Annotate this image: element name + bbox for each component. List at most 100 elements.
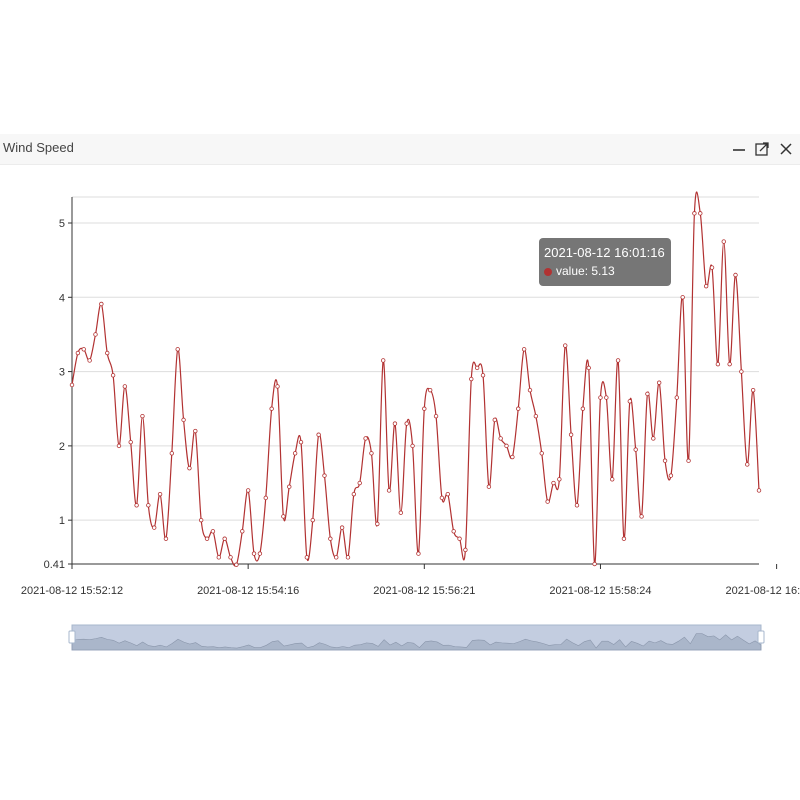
x-tick-label: 2021-08-12 15:52:12 — [21, 585, 123, 597]
data-point — [281, 514, 286, 519]
zoom-preview-area — [71, 633, 762, 651]
data-point — [498, 436, 503, 441]
data-point — [222, 536, 227, 541]
data-point — [345, 555, 351, 560]
data-point — [592, 561, 597, 567]
minimize-button[interactable] — [729, 139, 749, 159]
data-point — [686, 458, 691, 463]
data-point — [557, 477, 562, 482]
data-point — [568, 432, 574, 437]
data-point — [334, 555, 339, 560]
tooltip-value: value: 5.13 — [556, 264, 615, 278]
data-point — [157, 491, 163, 497]
data-point — [510, 454, 515, 460]
y-tick-label: 2 — [59, 441, 65, 453]
data-point — [645, 391, 650, 397]
x-tick-label: 2021-08-12 15:58:24 — [549, 585, 651, 597]
data-point — [269, 406, 274, 411]
data-point — [287, 484, 292, 489]
data-point — [275, 384, 280, 389]
y-tick-label: 4 — [59, 292, 65, 304]
data-point — [240, 529, 245, 534]
data-point — [163, 536, 169, 541]
data-point — [93, 332, 98, 337]
data-point — [639, 514, 644, 519]
tooltip-time: 2021-08-12 16:01:16 — [544, 245, 665, 260]
data-point — [463, 547, 468, 553]
data-point — [715, 361, 721, 367]
data-point — [81, 347, 86, 352]
panel-title: Wind Speed — [3, 140, 74, 155]
data-point — [105, 350, 110, 356]
data-point — [733, 272, 738, 278]
chart-panel: Wind Speed — [0, 134, 800, 664]
data-point — [181, 417, 186, 423]
data-point — [263, 495, 268, 501]
data-point — [745, 462, 750, 467]
data-point — [427, 387, 433, 393]
data-point — [304, 555, 310, 560]
data-point — [116, 443, 122, 449]
data-point — [146, 503, 151, 508]
data-point — [627, 399, 633, 404]
data-point — [298, 439, 304, 445]
data-point — [439, 495, 445, 501]
data-point — [404, 421, 409, 426]
zoom-handle-right[interactable] — [757, 630, 765, 644]
data-point — [169, 451, 175, 456]
data-point — [187, 465, 192, 471]
maximize-button[interactable] — [752, 139, 772, 159]
data-point — [533, 413, 539, 419]
data-point — [527, 387, 533, 393]
data-point — [756, 488, 762, 493]
data-point — [75, 350, 81, 356]
data-point — [651, 436, 656, 441]
data-point — [580, 406, 586, 411]
data-point — [469, 376, 474, 382]
data-point — [492, 417, 497, 423]
data-point — [480, 373, 486, 378]
data-point — [398, 510, 404, 515]
close-button[interactable] — [776, 139, 796, 159]
data-point — [445, 491, 450, 497]
data-point — [134, 503, 139, 508]
data-point — [457, 536, 462, 541]
data-point — [322, 473, 327, 478]
data-point — [175, 347, 180, 352]
data-point — [245, 488, 251, 493]
data-point — [750, 387, 756, 393]
axes: 0.41 1 2 3 4 5 2021-08-12 15:52:12 2021-08-12 1… — [21, 197, 800, 597]
data-point — [69, 382, 75, 388]
data-point — [703, 283, 709, 289]
data-point — [257, 551, 263, 556]
close-icon — [780, 143, 792, 155]
maximize-icon — [755, 142, 769, 156]
data-point — [310, 517, 315, 523]
data-point — [99, 301, 104, 307]
data-point — [610, 477, 615, 482]
data-point — [369, 451, 374, 456]
data-point — [110, 373, 116, 378]
data-point — [709, 265, 715, 270]
data-point — [692, 211, 697, 216]
zoom-handle-left[interactable] — [68, 630, 76, 644]
data-point — [604, 395, 609, 400]
data-point — [545, 499, 550, 504]
panel-header: Wind Speed — [0, 134, 800, 165]
data-point — [339, 525, 345, 530]
data-point — [521, 347, 527, 352]
data-point — [210, 529, 216, 534]
data-point — [598, 395, 603, 400]
data-point — [615, 358, 621, 363]
data-point — [433, 413, 439, 419]
data-point — [392, 421, 398, 426]
data-point — [351, 491, 357, 497]
data-point — [140, 413, 145, 419]
data-point — [516, 406, 521, 411]
data-point — [504, 443, 509, 449]
data-point — [381, 358, 386, 363]
data-point — [386, 488, 392, 493]
data-point — [422, 406, 427, 411]
y-tick-label: 5 — [59, 218, 65, 230]
